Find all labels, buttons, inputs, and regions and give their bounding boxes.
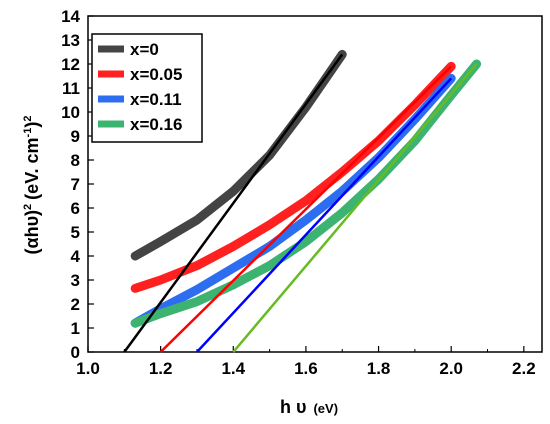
legend-label-3: x=0.16 [130, 115, 182, 134]
y-tick-label: 6 [71, 199, 80, 218]
x-tick-label: 2.2 [512, 359, 536, 378]
fit-line-1 [159, 65, 453, 353]
x-axis-label: h υ (eV) [280, 397, 338, 417]
y-tick-label: 8 [71, 151, 80, 170]
fit-line-3 [232, 63, 478, 353]
x-axis-ticks: 1.0 1.2 1.4 1.6 1.8 2.0 2.2 [76, 346, 536, 378]
x-tick-label: 1.2 [149, 359, 173, 378]
y-tick-label: 0 [71, 343, 80, 362]
x-tick-label: 1.0 [76, 359, 100, 378]
series-curve-1 [130, 61, 456, 293]
fit-line-2 [196, 77, 453, 353]
x-tick-label: 2.0 [439, 359, 463, 378]
x-tick-label: 1.6 [294, 359, 318, 378]
legend: x=0 x=0.05 x=0.11 x=0.16 [91, 33, 203, 143]
y-tick-label: 5 [71, 223, 80, 242]
y-tick-label: 14 [61, 7, 80, 26]
legend-label-0: x=0 [130, 40, 159, 59]
fit-line-0 [123, 53, 344, 353]
fit-lines [123, 53, 478, 353]
y-tick-label: 11 [62, 79, 80, 98]
y-tick-label: 10 [61, 103, 80, 122]
y-tick-label: 12 [61, 55, 80, 74]
x-tick-label: 1.4 [221, 359, 245, 378]
y-tick-label: 9 [71, 127, 80, 146]
y-tick-label: 3 [71, 271, 80, 290]
y-tick-label: 2 [71, 295, 80, 314]
series-curve-3 [130, 59, 482, 328]
legend-label-1: x=0.05 [130, 65, 182, 84]
y-axis-label: (αhυ)2(eV. cm-1)2 [22, 116, 42, 255]
y-tick-label: 1 [71, 319, 80, 338]
y-tick-label: 13 [61, 31, 80, 50]
y-tick-label: 7 [71, 175, 80, 194]
y-tick-label: 4 [71, 247, 81, 266]
x-tick-label: 1.8 [367, 359, 391, 378]
legend-label-2: x=0.11 [130, 90, 182, 109]
